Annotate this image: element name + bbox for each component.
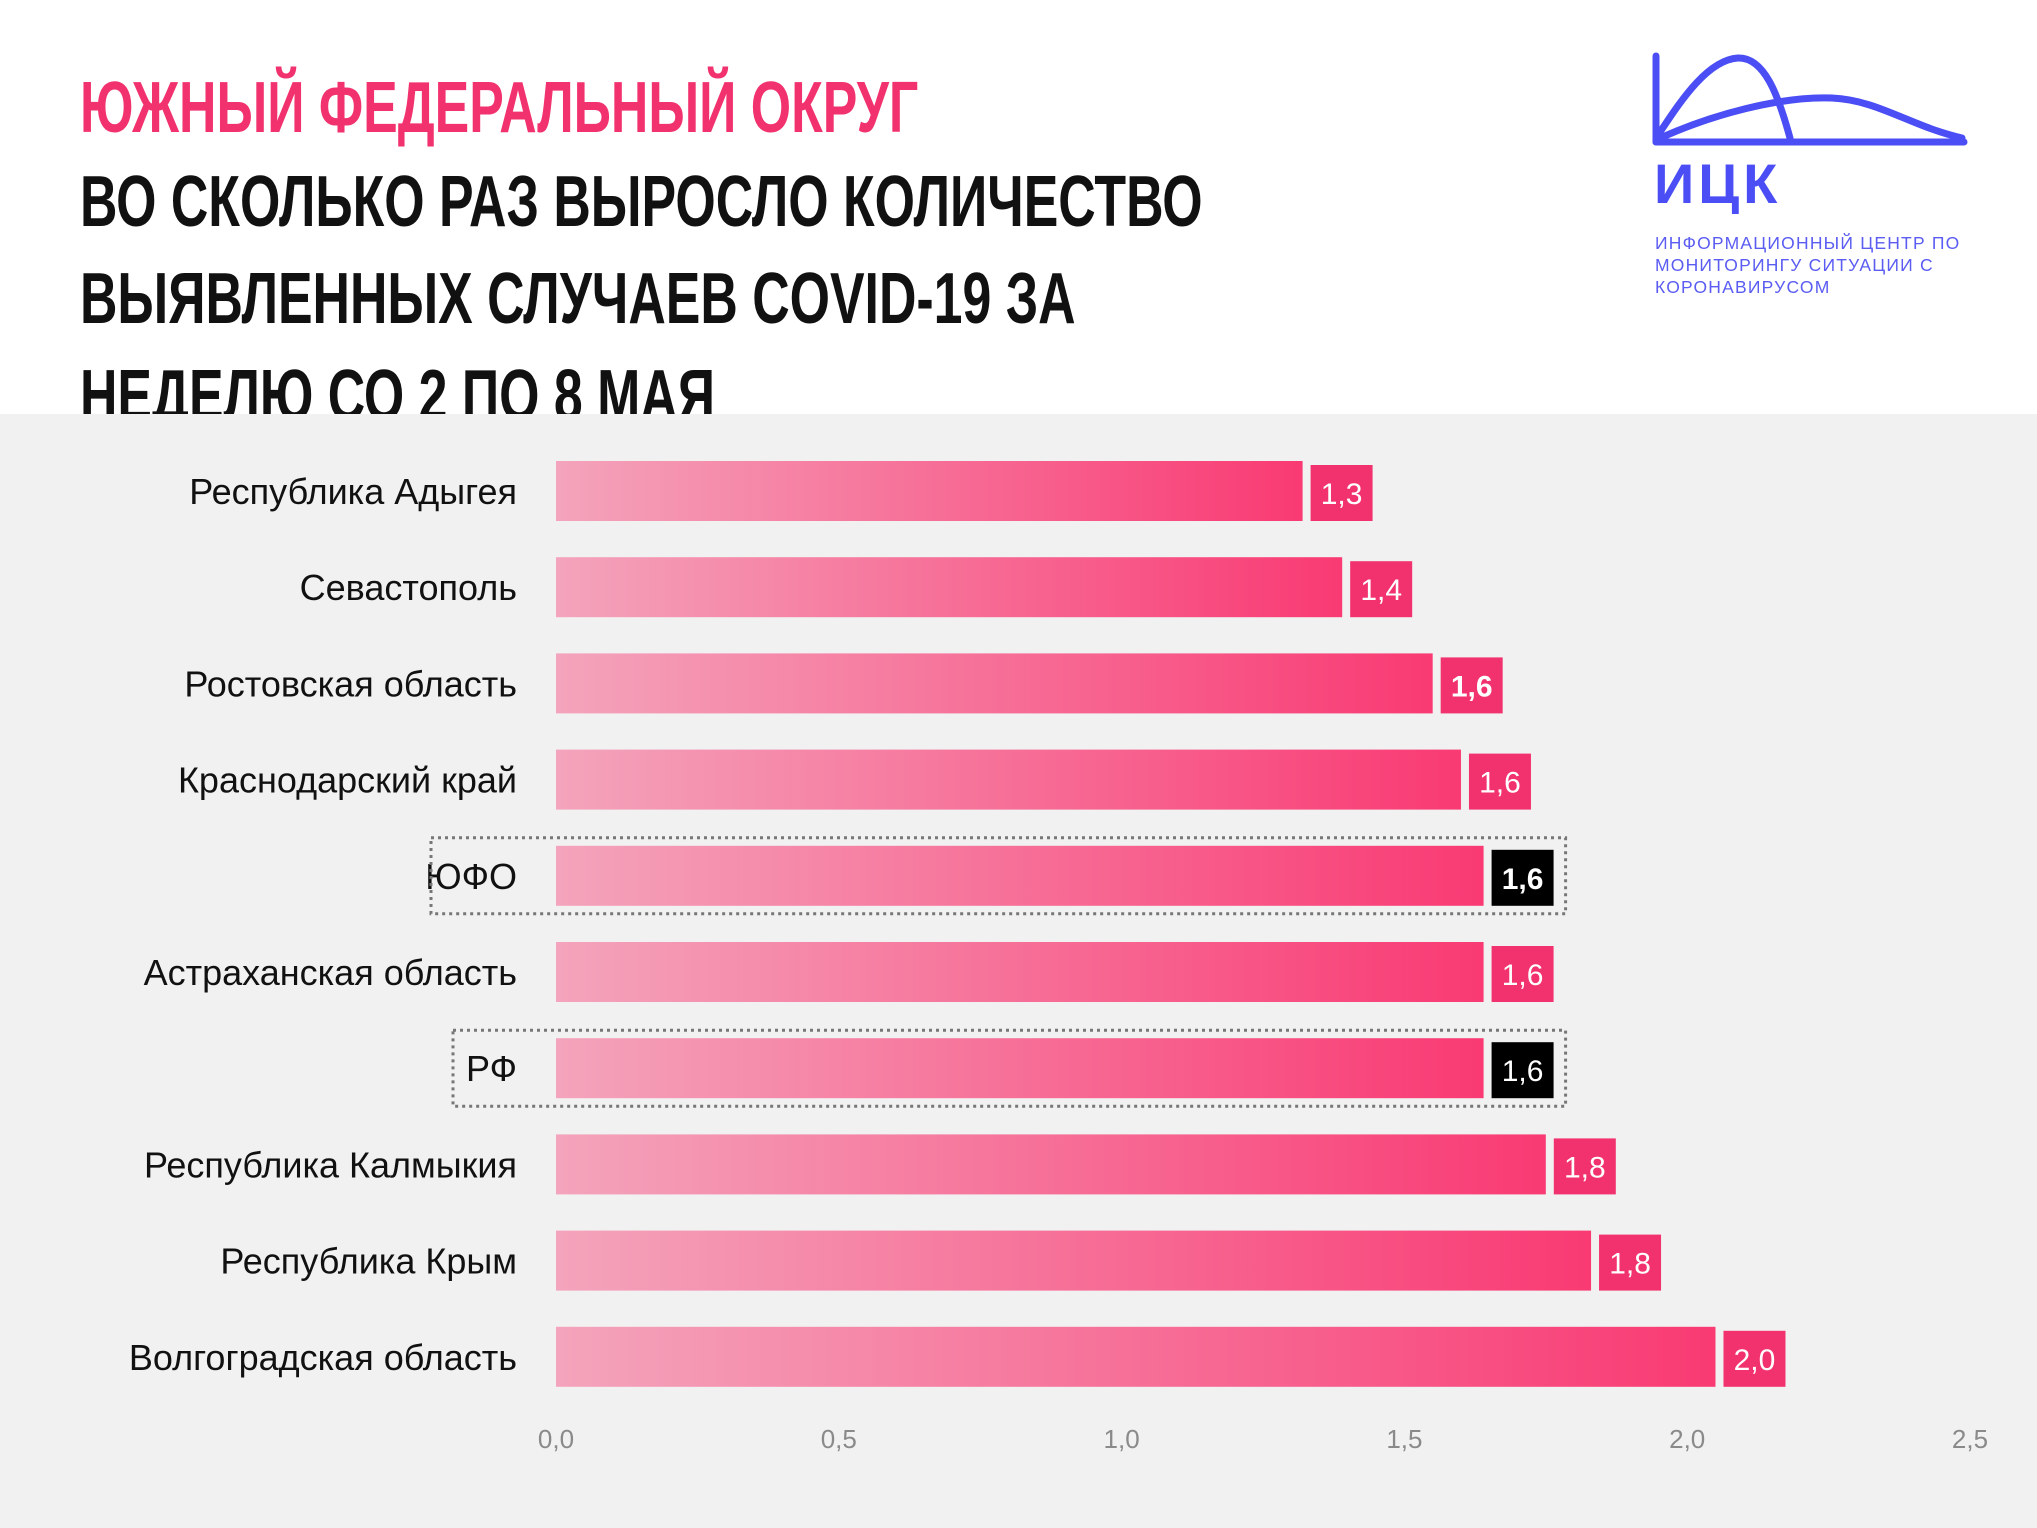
category-label: РФ bbox=[466, 1048, 517, 1089]
bar bbox=[556, 942, 1484, 1002]
value-label: 1,3 bbox=[1321, 478, 1363, 511]
category-label: Севастополь bbox=[300, 567, 517, 608]
bar-chart: Республика Адыгея 1,3 Севастополь 1,4 Ростов… bbox=[129, 461, 1988, 1454]
category-label: Краснодарский край bbox=[178, 760, 517, 801]
value-label: 1,6 bbox=[1479, 767, 1521, 800]
bars-group: Республика Адыгея 1,3 Севастополь 1,4 Ростов… bbox=[129, 461, 1786, 1387]
value-label: 1,6 bbox=[1502, 959, 1544, 992]
value-label-bg bbox=[1723, 1330, 1786, 1387]
value-label-bg bbox=[1310, 465, 1373, 521]
value-label: 1,6 bbox=[1451, 670, 1493, 703]
value-label-bg bbox=[1491, 1042, 1554, 1099]
logo: ИЦК ИНФОРМАЦИОННЫЙ ЦЕНТР ПО МОНИТОРИНГУ … bbox=[1652, 52, 1972, 302]
value-label: 1,8 bbox=[1609, 1248, 1651, 1281]
x-tick-label: 1,0 bbox=[1104, 1424, 1140, 1454]
category-label: Волгоградская область bbox=[129, 1337, 517, 1378]
highlight-box bbox=[451, 1028, 1568, 1108]
wave-logo-icon bbox=[1652, 52, 1968, 146]
bar bbox=[556, 557, 1343, 618]
value-label: 1,8 bbox=[1564, 1151, 1606, 1184]
category-label: Астраханская область bbox=[144, 952, 517, 993]
bar bbox=[556, 1038, 1484, 1099]
logo-name: ИЦК bbox=[1654, 152, 1782, 215]
bar bbox=[556, 845, 1484, 906]
x-tick-label: 0,5 bbox=[821, 1424, 857, 1454]
logo-caption: ИНФОРМАЦИОННЫЙ ЦЕНТР ПО МОНИТОРИНГУ СИТУ… bbox=[1655, 233, 1961, 297]
category-label: ЮФО bbox=[425, 856, 517, 897]
value-label-bg bbox=[1553, 1138, 1616, 1195]
value-label: 1,6 bbox=[1502, 1055, 1544, 1088]
value-label: 1,6 bbox=[1502, 863, 1544, 896]
category-label: Республика Крым bbox=[220, 1241, 517, 1282]
category-label: Республика Калмыкия bbox=[144, 1144, 517, 1185]
bar bbox=[556, 1230, 1592, 1291]
bar bbox=[556, 1134, 1546, 1195]
x-tick-label: 1,5 bbox=[1386, 1424, 1422, 1454]
x-tick-label: 2,0 bbox=[1669, 1424, 1705, 1454]
x-tick-label: 2,5 bbox=[1952, 1424, 1988, 1454]
value-label-bg bbox=[1440, 657, 1503, 714]
chart-title: ВО СКОЛЬКО РАЗ ВЫРОСЛО КОЛИЧЕСТВО ВЫЯВЛЕ… bbox=[80, 162, 1203, 436]
header: ЮЖНЫЙ ФЕДЕРАЛЬНЫЙ ОКРУГ ВО СКОЛЬКО РАЗ В… bbox=[0, 0, 2037, 436]
value-label-bg bbox=[1468, 753, 1531, 810]
value-label-bg bbox=[1350, 561, 1413, 618]
region-title: ЮЖНЫЙ ФЕДЕРАЛЬНЫЙ ОКРУГ bbox=[80, 68, 919, 148]
value-label: 2,0 bbox=[1734, 1344, 1776, 1377]
value-label-bg bbox=[1491, 849, 1554, 906]
bar bbox=[556, 461, 1303, 521]
bar bbox=[556, 653, 1433, 714]
category-label: Ростовская область bbox=[184, 663, 517, 704]
value-label-bg bbox=[1491, 946, 1554, 1002]
bar bbox=[556, 1326, 1716, 1387]
value-label-bg bbox=[1599, 1234, 1662, 1291]
category-label: Республика Адыгея bbox=[189, 471, 517, 512]
x-axis-ticks: 0,0 0,5 1,0 1,5 2,0 2,5 bbox=[538, 1424, 1988, 1454]
bar bbox=[556, 749, 1461, 810]
x-tick-label: 0,0 bbox=[538, 1424, 574, 1454]
value-label: 1,4 bbox=[1360, 574, 1402, 607]
highlight-box bbox=[429, 836, 1568, 916]
chart-area: Республика Адыгея 1,3 Севастополь 1,4 Ростов… bbox=[0, 414, 2037, 1528]
